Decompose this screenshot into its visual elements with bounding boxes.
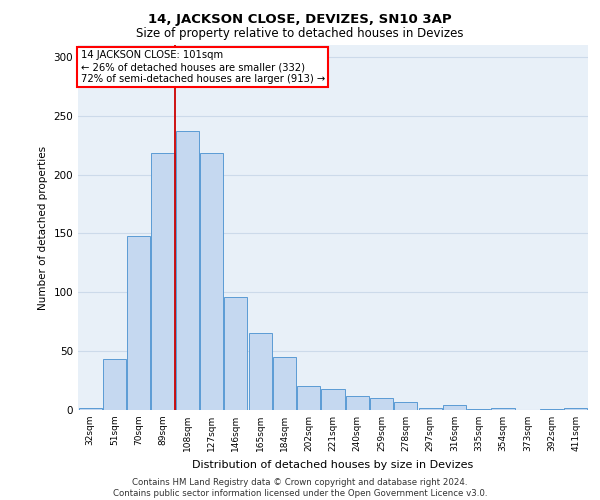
Bar — [176, 131, 199, 410]
Bar — [394, 402, 418, 410]
Bar — [200, 154, 223, 410]
Text: 14, JACKSON CLOSE, DEVIZES, SN10 3AP: 14, JACKSON CLOSE, DEVIZES, SN10 3AP — [148, 12, 452, 26]
Bar — [370, 398, 393, 410]
Text: Size of property relative to detached houses in Devizes: Size of property relative to detached ho… — [136, 28, 464, 40]
Bar — [79, 408, 101, 410]
Bar — [151, 154, 175, 410]
Bar — [467, 409, 490, 410]
Y-axis label: Number of detached properties: Number of detached properties — [38, 146, 48, 310]
Bar — [443, 406, 466, 410]
Bar — [248, 334, 272, 410]
Bar — [565, 408, 587, 410]
Bar — [346, 396, 369, 410]
Text: 14 JACKSON CLOSE: 101sqm
← 26% of detached houses are smaller (332)
72% of semi-: 14 JACKSON CLOSE: 101sqm ← 26% of detach… — [80, 50, 325, 84]
Bar — [322, 389, 344, 410]
Bar — [224, 297, 247, 410]
X-axis label: Distribution of detached houses by size in Devizes: Distribution of detached houses by size … — [193, 460, 473, 469]
Bar — [540, 409, 563, 410]
Bar — [273, 357, 296, 410]
Bar — [491, 408, 515, 410]
Text: Contains HM Land Registry data © Crown copyright and database right 2024.
Contai: Contains HM Land Registry data © Crown c… — [113, 478, 487, 498]
Bar — [103, 360, 126, 410]
Bar — [297, 386, 320, 410]
Bar — [419, 408, 442, 410]
Bar — [127, 236, 150, 410]
